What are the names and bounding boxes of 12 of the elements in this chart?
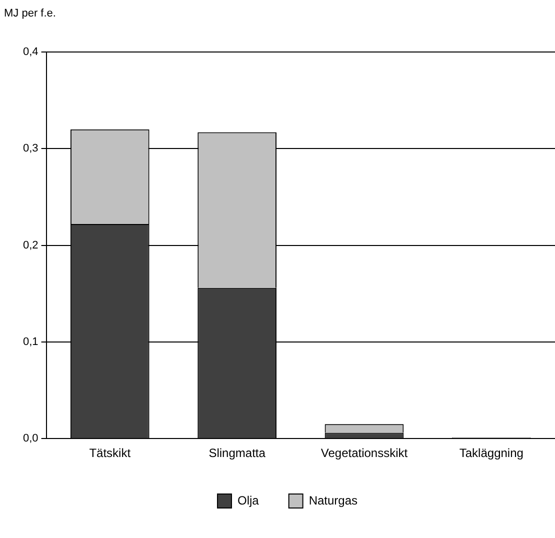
legend-label: Naturgas xyxy=(308,493,358,508)
x-tick-label: Slingmatta xyxy=(208,446,266,460)
legend-label: Olja xyxy=(237,493,260,508)
x-tick-label: Vegetationsskikt xyxy=(320,446,408,460)
y-tick-label: 0,0 xyxy=(22,432,38,445)
x-tick-label: Tätskikt xyxy=(89,446,132,460)
y-tick-label: 0,3 xyxy=(22,142,38,155)
x-tick-label: Takläggning xyxy=(459,446,524,460)
y-tick-label: 0,4 xyxy=(22,46,38,58)
y-tick-label: 0,1 xyxy=(22,336,38,348)
y-axis-title: MJ per f.e. xyxy=(4,8,56,20)
y-tick-label: 0,2 xyxy=(22,239,38,252)
